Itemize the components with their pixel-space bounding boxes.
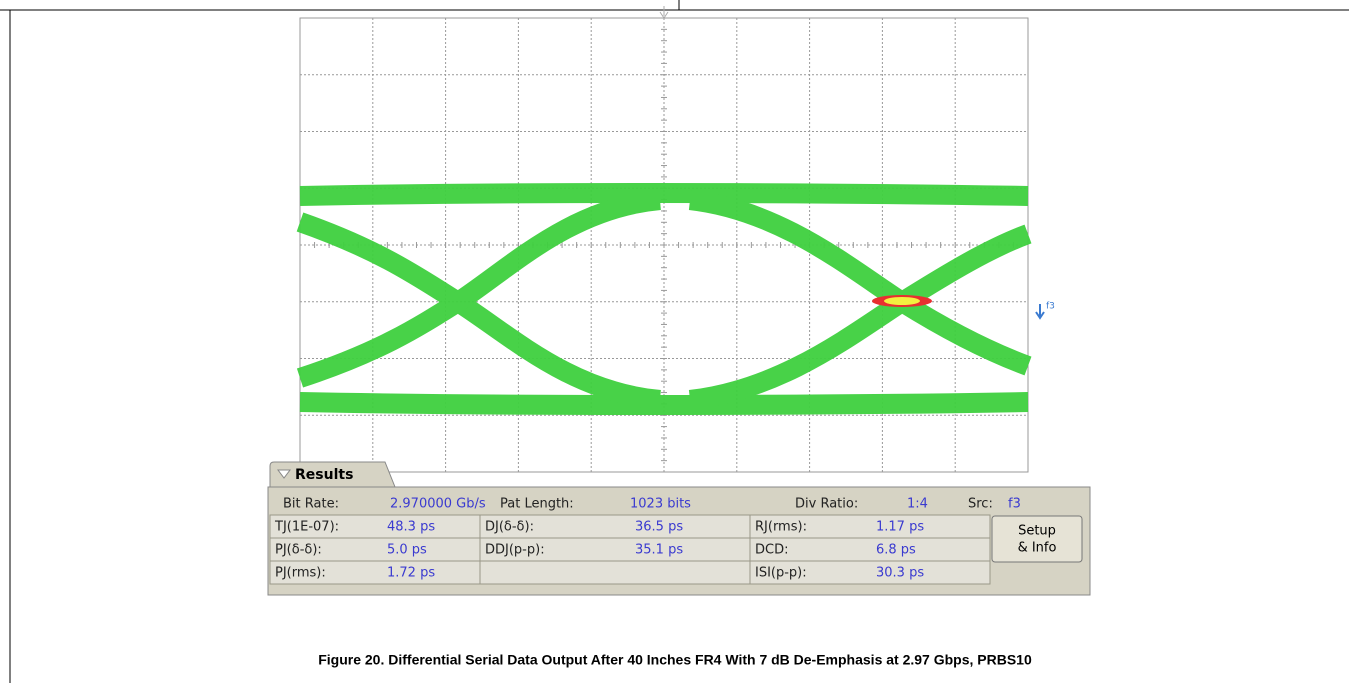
tab-label: Results [295, 467, 353, 483]
scope-screen: f3 [300, 6, 1055, 472]
result-label: DCD: [755, 543, 788, 558]
eye-top [300, 193, 1028, 196]
button-label: & Info [1018, 541, 1057, 556]
result-value: 1.72 ps [387, 566, 435, 581]
result-label: DDJ(p-p): [485, 543, 545, 558]
summary-value: f3 [1008, 497, 1021, 512]
eye-bottom [300, 402, 1028, 405]
result-label: RJ(rms): [755, 520, 807, 535]
result-value: 6.8 ps [876, 543, 916, 558]
result-value: 1.17 ps [876, 520, 924, 535]
channel-label: f3 [1046, 302, 1055, 312]
figure-caption: Figure 20. Differential Serial Data Outp… [318, 652, 1032, 668]
result-value: 35.1 ps [635, 543, 683, 558]
result-label: ISI(p-p): [755, 566, 807, 581]
result-value: 5.0 ps [387, 543, 427, 558]
summary-label: Bit Rate: [283, 497, 339, 512]
result-label: PJ(δ-δ): [275, 543, 322, 558]
result-value: 30.3 ps [876, 566, 924, 581]
page: f3 Results Bit Rate: 2.970000 Gb/s Pat Len… [0, 0, 1349, 683]
result-label: DJ(δ-δ): [485, 520, 534, 535]
summary-label: Pat Length: [500, 497, 574, 512]
summary-value: 1023 bits [630, 497, 691, 512]
result-label: TJ(1E-07): [274, 520, 339, 535]
summary-value: 2.970000 Gb/s [390, 497, 486, 512]
result-cell [480, 561, 750, 584]
result-label: PJ(rms): [275, 566, 326, 581]
density-hot [884, 297, 920, 305]
button-label: Setup [1018, 524, 1056, 539]
summary-label: Div Ratio: [795, 497, 858, 512]
result-value: 48.3 ps [387, 520, 435, 535]
results-panel: Results Bit Rate: 2.970000 Gb/s Pat Length… [268, 462, 1090, 595]
summary-value: 1:4 [907, 497, 928, 512]
summary-label: Src: [968, 497, 993, 512]
channel-marker [1036, 304, 1044, 318]
trigger-marker [660, 6, 668, 18]
result-value: 36.5 ps [635, 520, 683, 535]
